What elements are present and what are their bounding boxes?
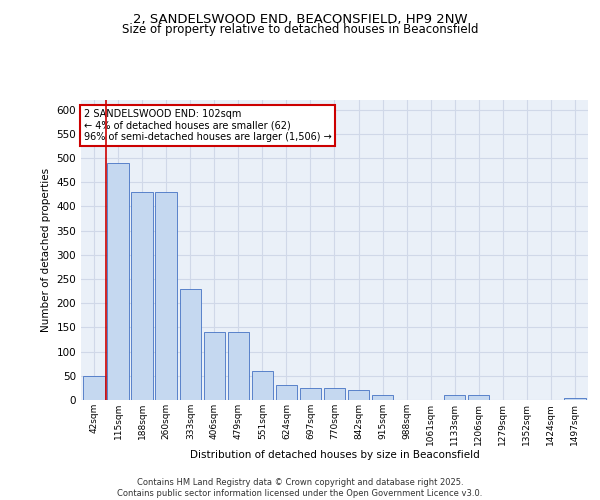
Bar	[372, 395, 394, 400]
Bar	[275, 386, 297, 400]
Bar	[131, 192, 153, 400]
Text: 2, SANDELSWOOD END, BEACONSFIELD, HP9 2NW: 2, SANDELSWOOD END, BEACONSFIELD, HP9 2N…	[133, 12, 467, 26]
Bar	[323, 388, 346, 400]
Bar	[468, 395, 490, 400]
Bar	[564, 398, 586, 400]
Bar	[251, 371, 273, 400]
Bar	[203, 332, 225, 400]
Y-axis label: Number of detached properties: Number of detached properties	[41, 168, 51, 332]
Bar	[179, 288, 201, 400]
Bar	[155, 192, 177, 400]
Text: Size of property relative to detached houses in Beaconsfield: Size of property relative to detached ho…	[122, 24, 478, 36]
Text: Contains HM Land Registry data © Crown copyright and database right 2025.
Contai: Contains HM Land Registry data © Crown c…	[118, 478, 482, 498]
Text: 2 SANDELSWOOD END: 102sqm
← 4% of detached houses are smaller (62)
96% of semi-d: 2 SANDELSWOOD END: 102sqm ← 4% of detach…	[83, 109, 331, 142]
Bar	[348, 390, 370, 400]
X-axis label: Distribution of detached houses by size in Beaconsfield: Distribution of detached houses by size …	[190, 450, 479, 460]
Bar	[444, 395, 466, 400]
Bar	[227, 332, 249, 400]
Bar	[299, 388, 321, 400]
Bar	[83, 376, 105, 400]
Bar	[107, 163, 129, 400]
